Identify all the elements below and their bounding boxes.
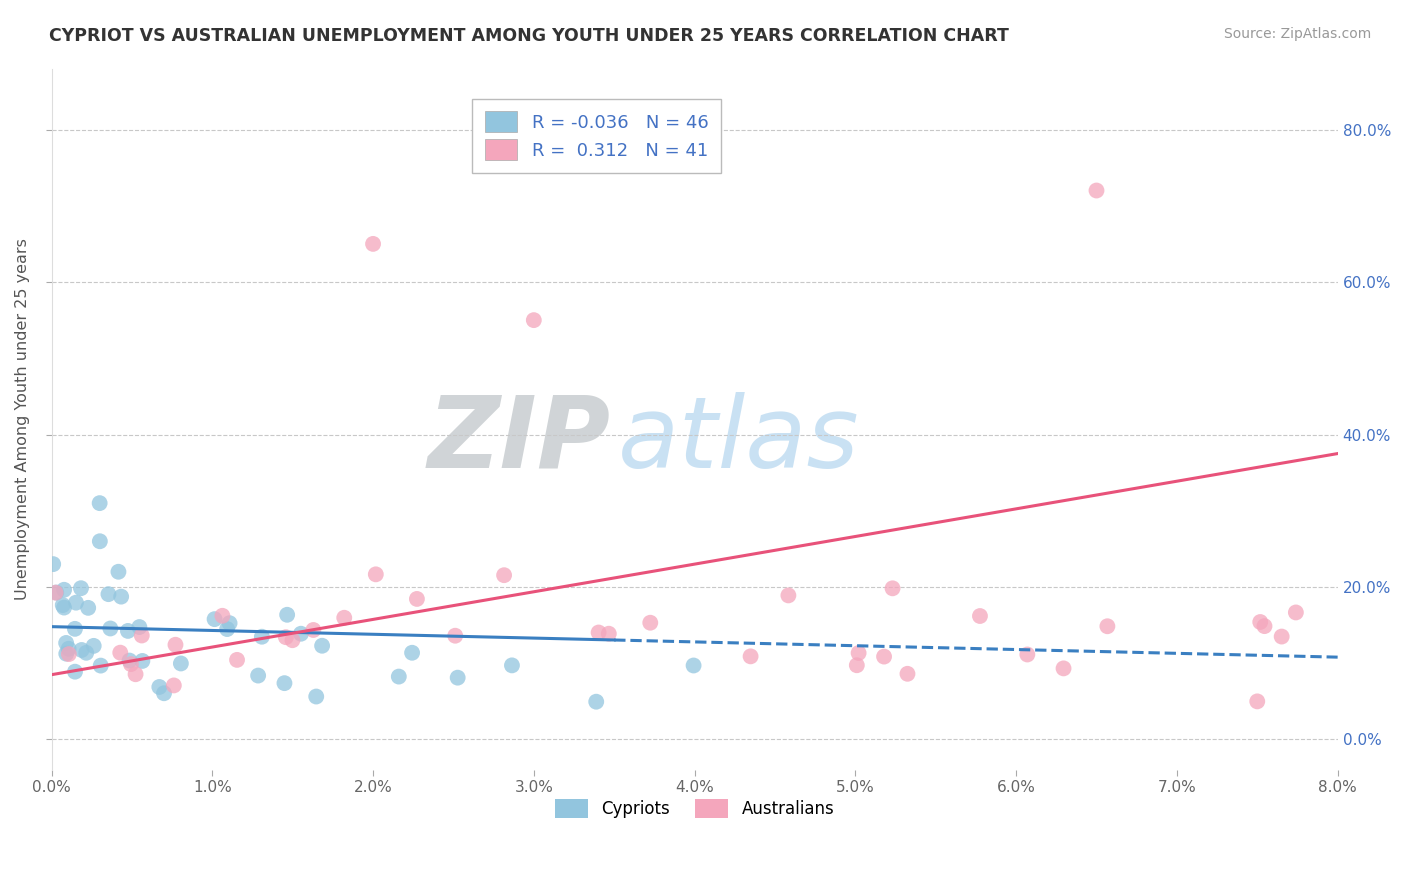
- Point: [523, 313, 546, 327]
- Point: [274, 630, 297, 644]
- Point: [58, 647, 80, 661]
- Point: [226, 653, 249, 667]
- Point: [83, 639, 105, 653]
- Point: [501, 658, 523, 673]
- Point: [276, 607, 298, 622]
- Point: [882, 582, 904, 596]
- Point: [740, 649, 762, 664]
- Y-axis label: Unemployment Among Youth under 25 years: Unemployment Among Youth under 25 years: [15, 238, 30, 600]
- Point: [1085, 184, 1108, 198]
- Point: [118, 654, 141, 668]
- Point: [110, 590, 132, 604]
- Point: [153, 686, 176, 700]
- Point: [217, 622, 239, 636]
- Point: [588, 625, 610, 640]
- Point: [45, 585, 67, 599]
- Point: [311, 639, 333, 653]
- Point: [447, 671, 470, 685]
- Point: [165, 638, 187, 652]
- Point: [494, 568, 516, 582]
- Point: [58, 641, 80, 656]
- Point: [969, 609, 991, 624]
- Text: Source: ZipAtlas.com: Source: ZipAtlas.com: [1223, 27, 1371, 41]
- Point: [163, 678, 186, 692]
- Point: [120, 657, 142, 672]
- Point: [1052, 661, 1074, 675]
- Point: [89, 534, 111, 549]
- Point: [1246, 694, 1268, 708]
- Point: [148, 680, 170, 694]
- Point: [682, 658, 704, 673]
- Point: [53, 600, 76, 615]
- Point: [75, 646, 97, 660]
- Legend: Cypriots, Australians: Cypriots, Australians: [548, 792, 841, 825]
- Point: [52, 598, 75, 612]
- Point: [638, 615, 661, 630]
- Point: [778, 588, 800, 602]
- Point: [1285, 606, 1308, 620]
- Point: [65, 596, 87, 610]
- Point: [131, 654, 153, 668]
- Point: [77, 600, 100, 615]
- Point: [273, 676, 295, 690]
- Point: [401, 646, 423, 660]
- Point: [107, 565, 129, 579]
- Point: [170, 657, 193, 671]
- Point: [70, 643, 93, 657]
- Point: [361, 236, 384, 251]
- Point: [333, 611, 356, 625]
- Point: [305, 690, 328, 704]
- Point: [1017, 648, 1039, 662]
- Point: [89, 496, 111, 510]
- Point: [42, 557, 65, 571]
- Point: [281, 633, 304, 648]
- Point: [1097, 619, 1119, 633]
- Point: [70, 581, 93, 595]
- Point: [98, 622, 121, 636]
- Point: [845, 658, 868, 673]
- Point: [290, 626, 312, 640]
- Point: [117, 624, 139, 638]
- Point: [63, 665, 86, 679]
- Point: [250, 630, 273, 644]
- Point: [211, 608, 233, 623]
- Point: [598, 626, 620, 640]
- Point: [97, 587, 120, 601]
- Point: [110, 646, 132, 660]
- Point: [124, 667, 146, 681]
- Point: [873, 649, 896, 664]
- Point: [896, 666, 918, 681]
- Point: [128, 620, 150, 634]
- Point: [848, 646, 870, 660]
- Text: CYPRIOT VS AUSTRALIAN UNEMPLOYMENT AMONG YOUTH UNDER 25 YEARS CORRELATION CHART: CYPRIOT VS AUSTRALIAN UNEMPLOYMENT AMONG…: [49, 27, 1010, 45]
- Text: ZIP: ZIP: [427, 392, 612, 489]
- Point: [1249, 615, 1271, 629]
- Point: [247, 668, 270, 682]
- Point: [45, 585, 67, 599]
- Point: [90, 658, 112, 673]
- Point: [406, 591, 429, 606]
- Point: [63, 622, 86, 636]
- Point: [55, 636, 77, 650]
- Point: [218, 616, 240, 631]
- Point: [388, 669, 411, 683]
- Point: [585, 695, 607, 709]
- Point: [1271, 630, 1294, 644]
- Text: atlas: atlas: [617, 392, 859, 489]
- Point: [55, 647, 77, 661]
- Point: [302, 623, 325, 637]
- Point: [204, 612, 226, 626]
- Point: [131, 628, 153, 642]
- Point: [53, 582, 76, 597]
- Point: [1253, 619, 1275, 633]
- Point: [444, 629, 467, 643]
- Point: [364, 567, 387, 582]
